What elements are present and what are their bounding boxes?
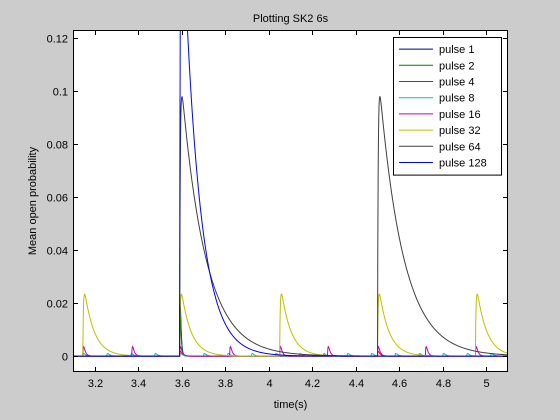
- x-tick-label: 4.6: [392, 378, 407, 390]
- legend-label: pulse 32: [439, 125, 481, 137]
- x-axis-label: time(s): [274, 399, 308, 411]
- series-line-pulse-128: [73, 30, 508, 357]
- y-tick-label: 0.02: [47, 299, 68, 311]
- legend-label: pulse 4: [439, 77, 474, 89]
- y-tick-label: 0.08: [47, 140, 68, 152]
- y-tick-label: 0.1: [53, 87, 68, 99]
- y-tick-label: 0.04: [47, 246, 68, 258]
- x-tick-label: 3.2: [88, 378, 103, 390]
- x-tick-label: 4.8: [436, 378, 451, 390]
- x-axis-ticks: 3.2 3.4 3.6 3.8 4 4.2 4.4 4.6 4.8 5: [88, 30, 490, 390]
- legend-entry: pulse 64: [399, 141, 481, 153]
- x-tick-label: 4: [266, 378, 272, 390]
- legend-label: pulse 128: [439, 158, 487, 170]
- y-axis-ticks: 0 0.02 0.04 0.06 0.08 0.1 0.12: [47, 34, 508, 364]
- x-tick-label: 4.4: [349, 378, 364, 390]
- x-tick-label: 3.8: [218, 378, 233, 390]
- legend-entry: pulse 2: [399, 60, 474, 72]
- x-tick-label: 4.2: [305, 378, 320, 390]
- x-tick-label: 3.6: [175, 378, 190, 390]
- chart-title: Plotting SK2 6s: [253, 13, 329, 25]
- x-tick-label: 5: [483, 378, 489, 390]
- legend: pulse 1 pulse 2 pulse 4 pulse 8 pulse 16 puls…: [393, 37, 502, 176]
- legend-entry: pulse 1: [399, 44, 474, 56]
- y-tick-label: 0.12: [47, 34, 68, 46]
- y-axis-label: Mean open probability: [27, 146, 39, 255]
- legend-label: pulse 64: [439, 141, 481, 153]
- x-tick-label: 3.4: [131, 378, 146, 390]
- axes-frame: [73, 30, 508, 372]
- legend-entry: pulse 32: [399, 125, 481, 137]
- legend-label: pulse 8: [439, 93, 474, 105]
- legend-entry: pulse 4: [399, 77, 474, 89]
- legend-entry: pulse 8: [399, 93, 474, 105]
- series-lines: [73, 30, 508, 357]
- y-tick-label: 0: [62, 352, 68, 364]
- y-tick-label: 0.06: [47, 193, 68, 205]
- legend-label: pulse 1: [439, 44, 474, 56]
- legend-entry: pulse 16: [399, 109, 481, 121]
- legend-label: pulse 2: [439, 60, 474, 72]
- legend-entry: pulse 128: [399, 158, 487, 170]
- legend-label: pulse 16: [439, 109, 481, 121]
- legend-box: [393, 37, 502, 176]
